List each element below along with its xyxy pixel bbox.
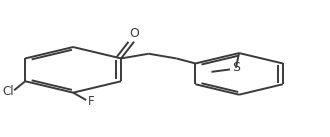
Text: Cl: Cl — [3, 85, 14, 98]
Text: S: S — [232, 61, 240, 74]
Text: F: F — [88, 95, 94, 108]
Text: O: O — [129, 27, 139, 40]
